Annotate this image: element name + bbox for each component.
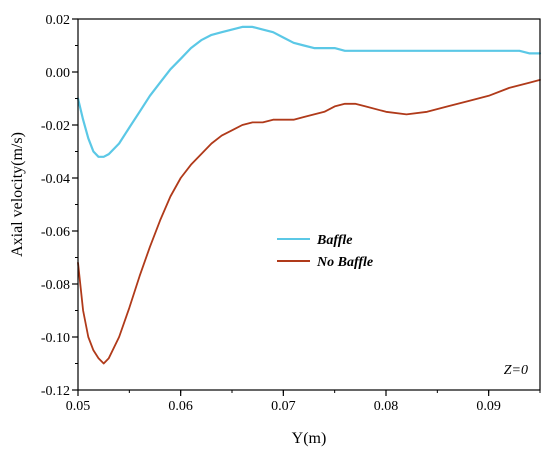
x-axis-title: Y(m) <box>292 430 327 447</box>
x-tick-label: 0.08 <box>374 399 399 414</box>
x-tick-label: 0.05 <box>66 399 91 414</box>
legend-label-baffle: Baffle <box>316 233 353 248</box>
z-annotation: Z=0 <box>504 363 528 378</box>
y-tick-label: -0.10 <box>41 331 70 346</box>
y-tick-label: 0.00 <box>46 66 71 81</box>
x-tick-label: 0.06 <box>168 399 193 414</box>
legend: Baffle No Baffle <box>277 233 373 270</box>
y-tick-label: -0.12 <box>41 384 70 399</box>
x-axis: 0.05 0.06 0.07 0.08 0.09 <box>66 390 541 414</box>
legend-label-no-baffle: No Baffle <box>316 255 373 270</box>
x-tick-label: 0.09 <box>476 399 501 414</box>
series-line-no-baffle <box>77 79 541 365</box>
x-tick-label: 0.07 <box>271 399 296 414</box>
series-line-baffle <box>76 25 542 158</box>
y-tick-label: 0.02 <box>46 13 71 28</box>
plot-frame <box>77 18 541 391</box>
y-tick-label: -0.08 <box>41 278 70 293</box>
y-axis: -0.12 -0.10 -0.08 -0.06 -0.04 -0.02 0.00 0.02 <box>41 13 78 399</box>
series-layer <box>76 25 542 365</box>
y-axis-title: Axial velocity(m/s) <box>9 132 26 257</box>
y-tick-label: -0.04 <box>41 172 70 187</box>
y-tick-label: -0.06 <box>41 225 70 240</box>
y-tick-label: -0.02 <box>41 119 70 134</box>
